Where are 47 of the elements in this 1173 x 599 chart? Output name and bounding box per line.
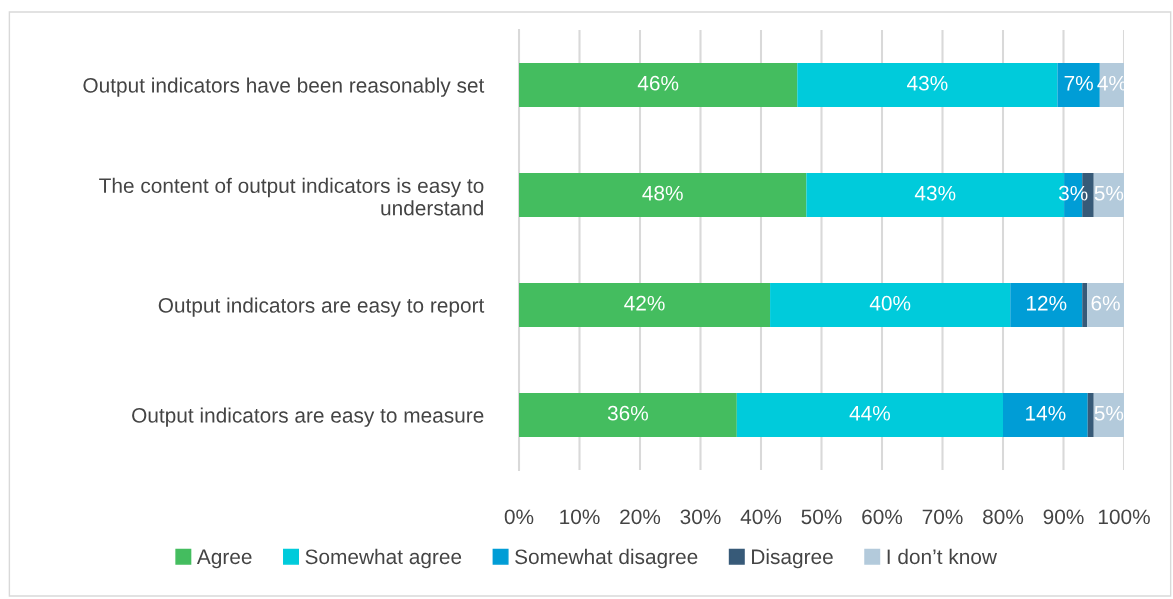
legend-label: Somewhat disagree [515,548,698,569]
data-label: 43% [907,75,948,91]
data-label: 5% [1094,185,1124,201]
x-tick-label: 20% [620,509,661,525]
data-label: 46% [637,75,679,91]
y-tick-label: The content of output indicators is easy to understand [99,177,484,216]
x-tick-label: 100% [1098,509,1150,525]
x-tick-label: 50% [801,509,842,525]
bar [1087,283,1124,327]
data-label: 5% [1094,405,1124,421]
y-tick-label: Output indicators are easy to report [158,297,485,317]
data-label: 42% [624,295,665,311]
y-tick-label: Output indicators are easy to measure [132,407,484,427]
data-label: 3% [1058,185,1088,201]
x-tick-label: 30% [680,509,721,525]
data-label: 43% [914,185,956,201]
x-tick-label: 10% [560,509,600,525]
y-tick-label: Output indicators have been reasonably set [83,77,485,97]
bar [1010,283,1083,327]
bar [519,173,807,217]
x-tick-label: 80% [983,509,1024,525]
bar [797,63,1058,107]
bar [1003,393,1088,437]
bar [519,393,737,437]
x-tick-label: 70% [922,509,963,525]
legend-label: Disagree [752,548,833,569]
bar [519,283,771,327]
data-label: 48% [642,185,683,201]
legend-label: I don’t know [887,548,998,565]
bar [736,393,1003,437]
legend-label: Agree [196,549,252,569]
x-tick-label: 0% [504,509,534,525]
data-label: 14% [1026,405,1066,421]
data-label: 6% [1091,295,1120,311]
bar [519,63,798,107]
legend-label: Somewhat agree [305,548,462,569]
x-tick-label: 40% [740,509,782,525]
x-tick-label: 60% [862,509,903,525]
data-label: 44% [849,405,891,421]
data-label: 12% [1027,295,1067,311]
data-label: 40% [869,295,911,311]
x-tick-label: 90% [1043,509,1084,525]
data-label: 36% [607,405,649,421]
data-label: 7% [1064,75,1093,91]
bar [770,283,1011,327]
bar [1087,393,1094,437]
bar [1082,283,1088,327]
